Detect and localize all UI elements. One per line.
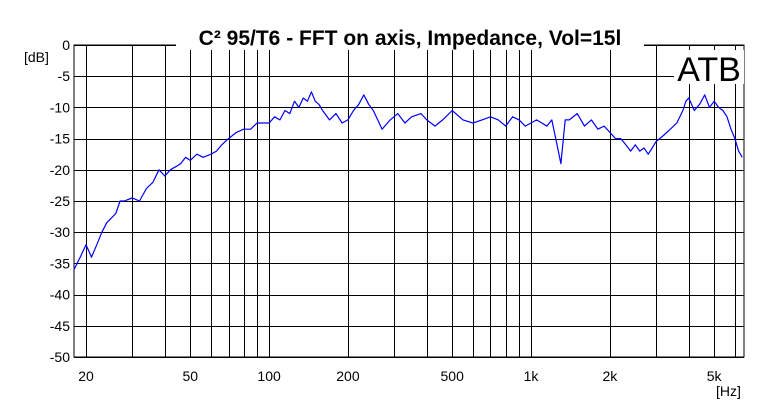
y-tick-label: -10 — [50, 99, 70, 115]
title-background — [176, 24, 644, 50]
y-tick-label: -20 — [50, 162, 70, 178]
x-tick-label: 5k — [707, 368, 723, 384]
x-tick-label: 2k — [603, 368, 619, 384]
y-tick-label: -35 — [50, 255, 70, 271]
series-line — [73, 91, 743, 270]
y-tick-label: -40 — [50, 287, 70, 303]
x-tick-label: 20 — [78, 368, 94, 384]
y-tick-label: -25 — [50, 193, 70, 209]
y-tick-labels: 0 -5 -10 -15 -20 -25 -30 -35 -40 -45 -50 — [50, 37, 70, 365]
y-tick-label: -15 — [50, 131, 70, 147]
y-tick-label: -5 — [58, 68, 71, 84]
y-tick-label: -30 — [50, 224, 70, 240]
x-tick-label: 100 — [257, 368, 281, 384]
grid-lines — [74, 45, 744, 358]
brand-background — [674, 50, 744, 84]
x-tick-label: 200 — [336, 368, 360, 384]
x-tick-label: 500 — [441, 368, 465, 384]
x-axis-unit: [Hz] — [716, 383, 741, 399]
x-tick-label: 1k — [524, 368, 540, 384]
y-tick-label: -45 — [50, 318, 70, 334]
chart-title: C² 95/T6 - FFT on axis, Impedance, Vol=1… — [199, 27, 622, 50]
y-tick-label: 0 — [62, 37, 70, 53]
y-tick-label: -50 — [50, 349, 70, 365]
x-tick-label: 50 — [182, 368, 198, 384]
brand-logo: ATB — [677, 51, 741, 89]
y-axis-unit: [dB] — [24, 49, 49, 65]
x-tick-labels: 20 50 100 200 500 1k 2k 5k — [78, 368, 722, 384]
